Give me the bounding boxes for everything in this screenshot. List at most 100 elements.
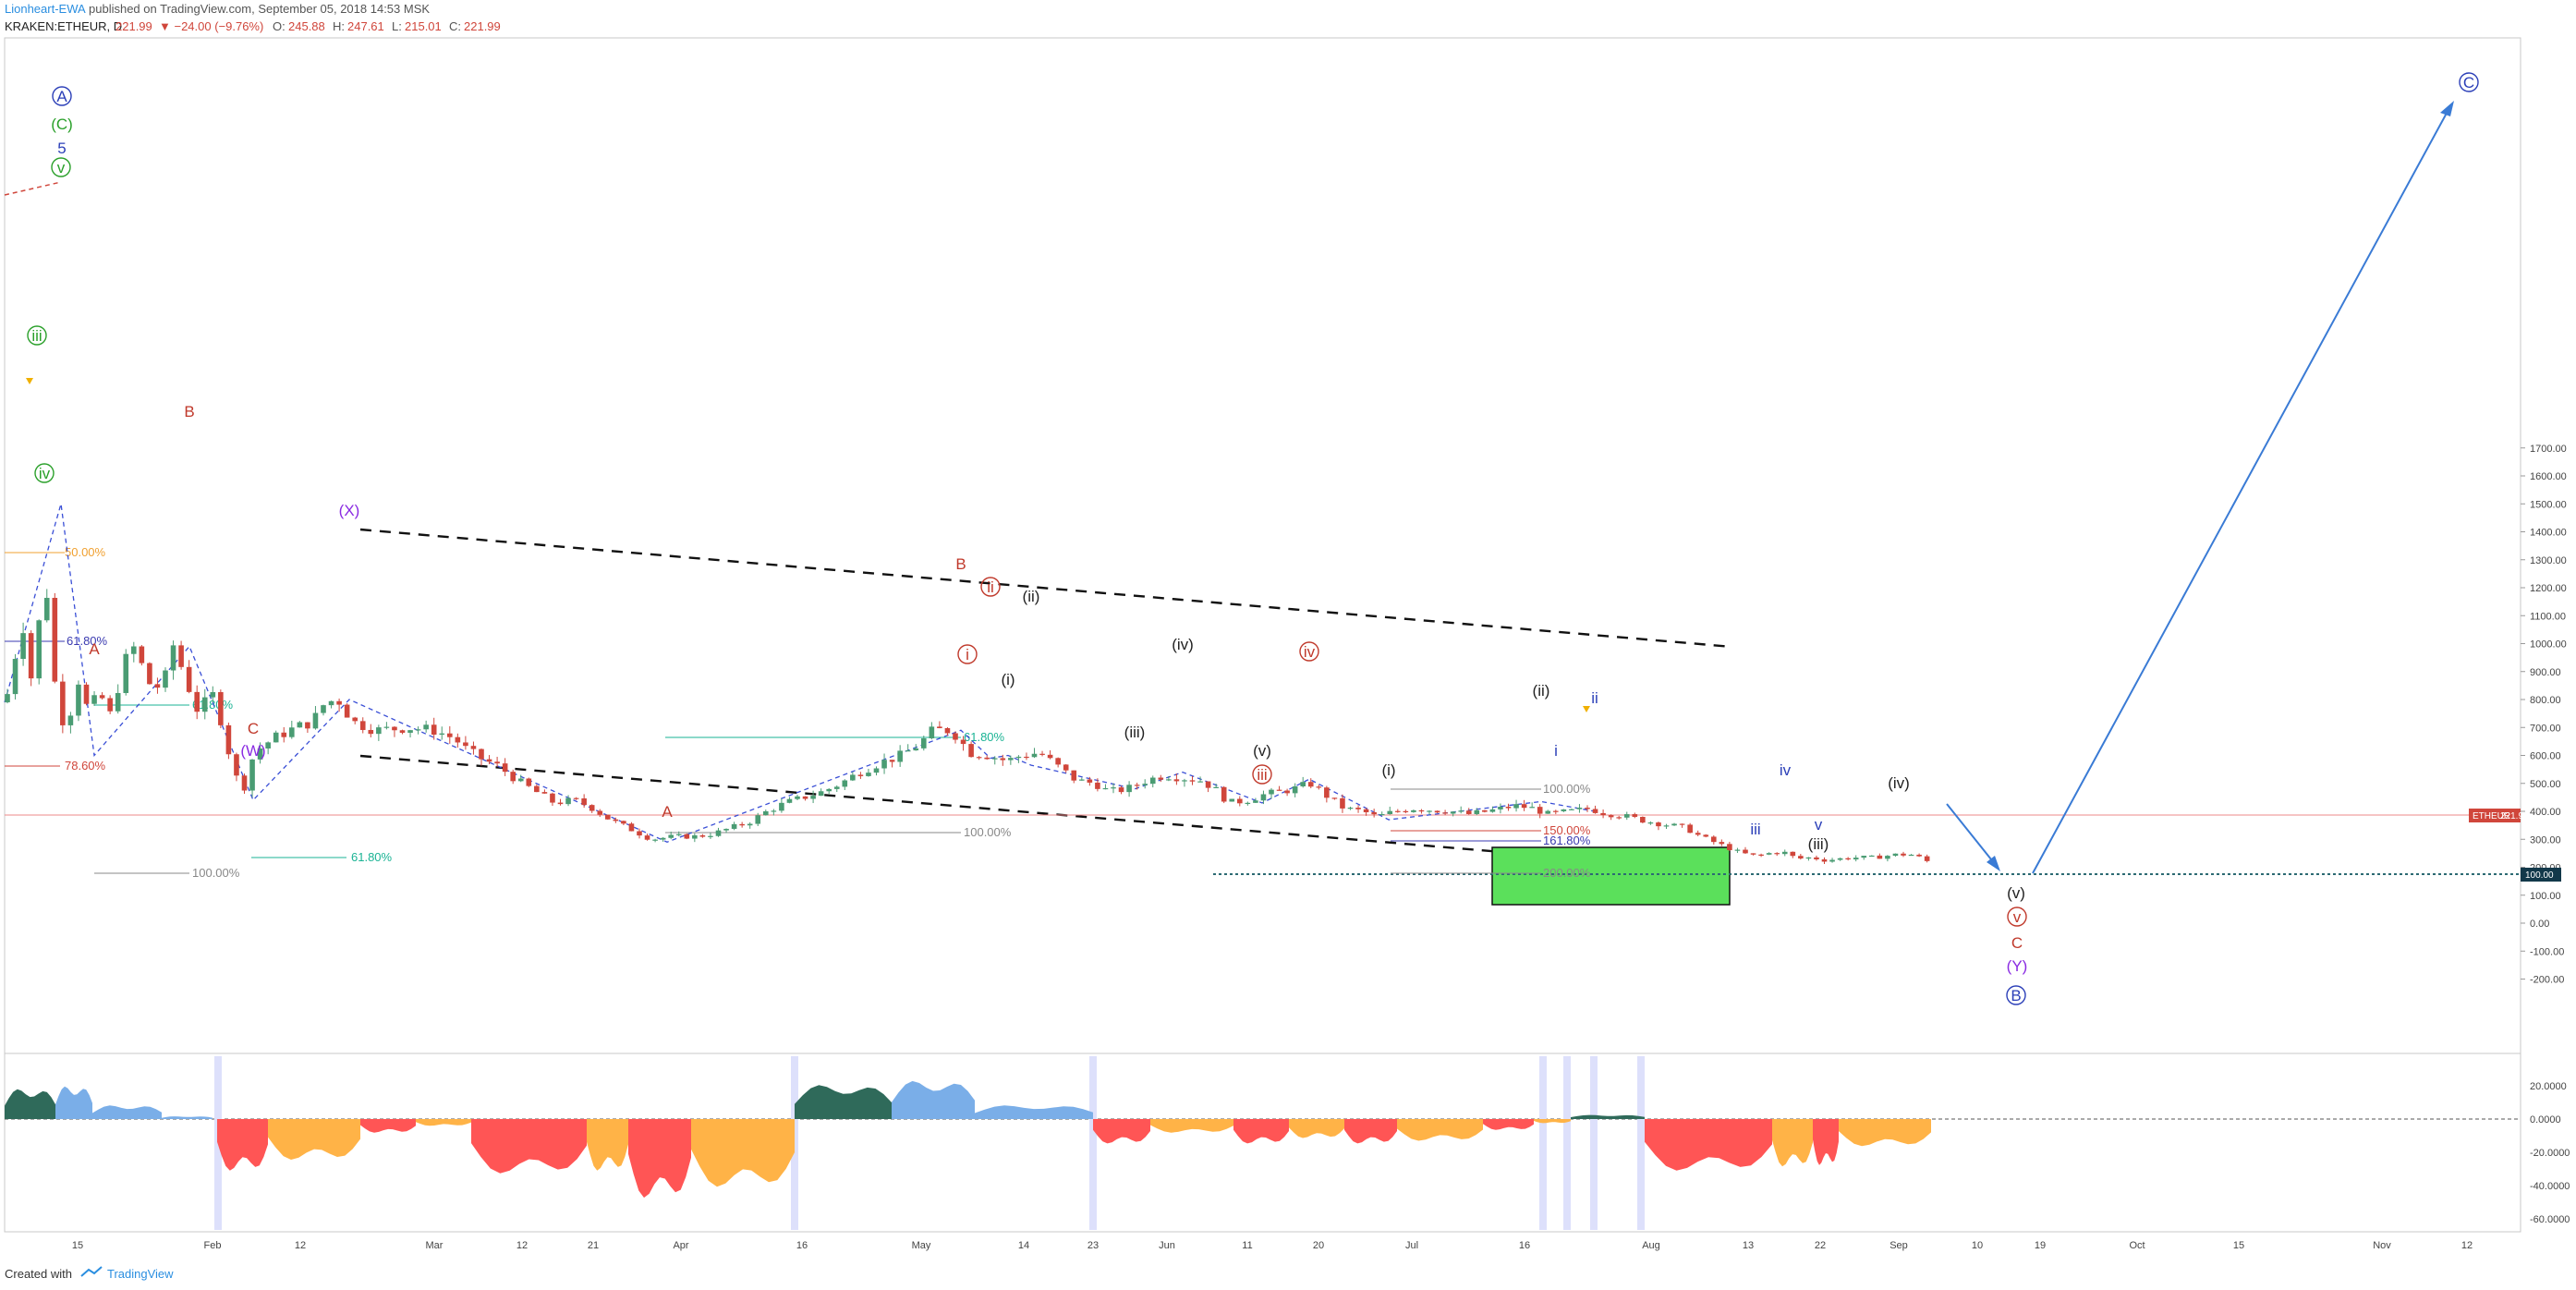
candle <box>147 662 152 685</box>
candle <box>517 774 524 783</box>
fib-level: 150.00% <box>1391 823 1591 837</box>
wave-label: v <box>1815 816 1823 834</box>
time-tick-label: 21 <box>588 1240 599 1251</box>
time-axis[interactable]: 15 Feb 12 Mar 12 21 Apr 16 May 14 23 Jun 11 20 Jul 16 Au… <box>72 1240 2473 1251</box>
channel-lines <box>4 181 1733 873</box>
level-tag: 100.00 <box>2521 868 2561 882</box>
candle <box>873 766 880 776</box>
candle <box>431 717 437 740</box>
osc-highlight-band <box>1637 1056 1645 1230</box>
wave-label: i <box>1554 742 1558 760</box>
candle <box>1118 785 1124 795</box>
candle <box>731 821 737 831</box>
candle <box>115 684 121 714</box>
candle <box>1015 755 1022 763</box>
candle <box>502 758 508 776</box>
price-tag-bg <box>2469 809 2521 822</box>
wave-label: (i) <box>1381 761 1395 779</box>
osc-area <box>628 1119 691 1199</box>
time-tick-label: Jul <box>1405 1240 1418 1251</box>
candle <box>881 753 887 774</box>
price-tick-label: 900.00 <box>2530 667 2561 678</box>
candle <box>1063 763 1069 773</box>
candle <box>1079 777 1085 781</box>
candle <box>1008 755 1014 765</box>
candle <box>755 812 761 826</box>
candles <box>5 589 1930 864</box>
candle <box>1347 807 1354 810</box>
candle <box>1845 857 1851 861</box>
time-tick-label: Sep <box>1889 1240 1908 1251</box>
wave-label: B <box>184 403 194 420</box>
candle <box>376 724 382 741</box>
wave-label-text: v <box>57 159 66 176</box>
osc-tick-label: -20.0000 <box>2530 1148 2570 1159</box>
candle <box>1166 776 1172 782</box>
candle <box>1465 808 1472 815</box>
candle <box>1892 853 1899 858</box>
candle <box>91 690 97 706</box>
wave-label: iv <box>34 463 55 483</box>
osc-area <box>360 1119 416 1133</box>
tradingview-link[interactable]: TradingView <box>107 1267 174 1281</box>
wave-label: v <box>51 157 71 177</box>
wave-label: C <box>2011 934 2023 952</box>
candle <box>249 759 255 797</box>
candle <box>60 674 66 734</box>
fib-level: 100.00% <box>665 825 1012 839</box>
candle <box>99 692 105 700</box>
wave-label-circle <box>52 86 72 106</box>
price-tick-label: 1600.00 <box>2530 471 2567 482</box>
wave-label-text: (i) <box>1381 761 1395 779</box>
candle <box>1498 803 1503 814</box>
candle <box>526 777 532 787</box>
candle <box>1521 799 1527 811</box>
candle <box>1442 809 1448 816</box>
oscillator-axis: 20.0000 0.0000 -20.0000 -40.0000 -60.0000 <box>2530 1081 2570 1225</box>
candle <box>470 741 477 755</box>
candle <box>1126 781 1132 797</box>
candle <box>833 785 840 793</box>
time-tick-label: 14 <box>1018 1240 1029 1251</box>
candle <box>1158 774 1164 783</box>
candle <box>1276 785 1282 791</box>
price-tick-label: 500.00 <box>2530 779 2561 790</box>
price-axis[interactable]: 1700.00 1600.00 1500.00 1400.00 1300.00 1200.… <box>2521 444 2567 986</box>
wave-label-text: ii <box>1591 689 1598 707</box>
wave-label-circle <box>2007 907 2027 927</box>
wave-label-text: iv <box>1780 761 1792 779</box>
time-tick-label: 16 <box>796 1240 808 1251</box>
candle <box>889 760 895 768</box>
candle <box>1102 784 1109 790</box>
price-tick-label: 1400.00 <box>2530 528 2567 539</box>
time-tick-label: 12 <box>295 1240 306 1251</box>
candle <box>1505 803 1512 811</box>
candle <box>439 726 445 740</box>
osc-area <box>55 1086 92 1119</box>
candle <box>1829 858 1835 863</box>
time-tick-label: Jun <box>1159 1240 1175 1251</box>
osc-area <box>416 1119 471 1126</box>
candle <box>621 820 626 826</box>
wave-label-text: (iv) <box>1172 636 1194 653</box>
candle <box>1537 804 1543 819</box>
price-tick-label: 0.00 <box>2530 919 2549 930</box>
price-tag-value: 221.99 <box>2500 811 2529 821</box>
candle <box>297 721 303 728</box>
candle <box>1111 783 1116 794</box>
osc-area <box>1772 1119 1813 1167</box>
candle <box>699 834 706 838</box>
author-link[interactable]: Lionheart-EWA <box>5 2 86 16</box>
wave-label-text: (C) <box>51 116 73 133</box>
wave-label-text: iv <box>1304 643 1316 661</box>
price-tick-label: 800.00 <box>2530 695 2561 706</box>
candle <box>605 814 611 821</box>
candle <box>1719 839 1725 846</box>
candle <box>1663 823 1670 829</box>
candle <box>1869 855 1875 858</box>
time-tick-label: 12 <box>516 1240 528 1251</box>
projection-up-arrowhead <box>2440 101 2454 116</box>
fib-level-label: 61.80% <box>964 730 1005 744</box>
candle <box>225 722 232 760</box>
